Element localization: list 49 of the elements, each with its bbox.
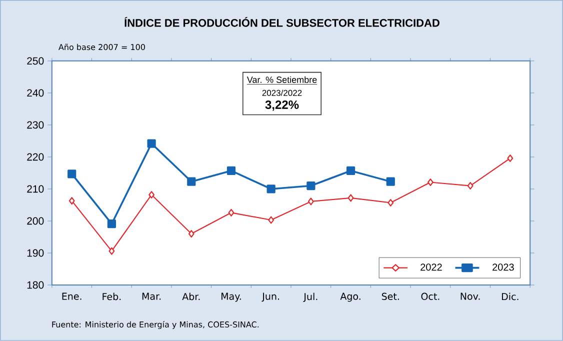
point	[68, 197, 75, 205]
point	[388, 199, 394, 207]
x-tick-label: Dic.	[502, 292, 518, 300]
y-tick-label: 200	[27, 217, 44, 225]
x-tick-label: Ago.	[340, 292, 360, 302]
point	[68, 170, 76, 178]
point	[266, 184, 276, 194]
y-tick-label: 220	[27, 153, 44, 161]
point	[428, 178, 434, 186]
point	[228, 208, 234, 216]
x-tick-label: Set.	[382, 292, 399, 300]
point	[268, 216, 274, 224]
chart-title: ÍNDICE DE PRODUCCIÓN DEL SUBSECTOR ELECTRICIDAD	[124, 17, 440, 27]
point	[386, 177, 395, 186]
x-tick-label: Nov.	[460, 292, 480, 300]
x-tick-label: Jun.	[262, 292, 279, 302]
y-tick-label: 240	[27, 89, 44, 97]
x-tick-label: Feb.	[102, 292, 121, 300]
y-tick-label: 180	[27, 281, 44, 289]
point	[348, 194, 354, 202]
source-note: Fuente: Ministerio de Energía y Minas, COES-SINAC.	[52, 321, 259, 330]
annotation: 3,22%	[265, 100, 299, 111]
x-tick-label: Jul.	[303, 292, 318, 302]
point	[467, 182, 474, 190]
y-tick-label: 210	[27, 185, 44, 193]
point	[108, 247, 115, 255]
annotation: Var. % Setiembre	[246, 76, 317, 83]
y-tick-label: 250	[27, 57, 44, 65]
legend-label: 2022	[420, 264, 442, 271]
point	[308, 198, 314, 206]
x-tick-label: Ene.	[62, 292, 82, 300]
point	[346, 166, 356, 176]
x-tick-label: May.	[222, 292, 241, 302]
point	[188, 230, 194, 238]
legend-label: 2023	[492, 264, 514, 271]
y-tick-label: 190	[27, 249, 44, 257]
x-tick-label: Abr.	[182, 292, 200, 300]
annotation: 2023/2022	[262, 90, 302, 96]
point	[306, 181, 316, 190]
x-tick-label: Mar.	[142, 292, 161, 300]
point	[147, 139, 156, 148]
y-tick-label: 230	[27, 121, 44, 129]
text: Año base 2007 = 100	[58, 44, 145, 50]
point	[226, 166, 236, 176]
x-tick-label: Oct.	[421, 292, 440, 300]
point	[507, 154, 514, 162]
point	[148, 191, 154, 199]
point	[187, 177, 196, 186]
point	[107, 220, 116, 228]
